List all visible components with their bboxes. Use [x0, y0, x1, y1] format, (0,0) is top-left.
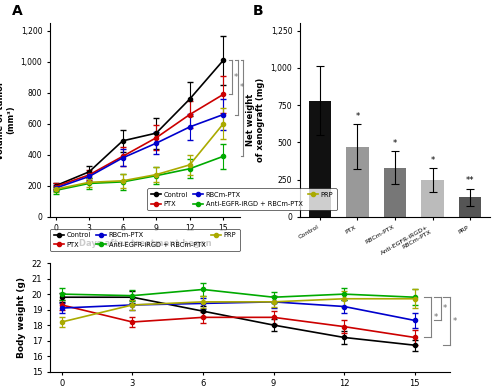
Legend: Control, PTX, RBCm-PTX, Anti-EGFR-iRGD + RBCm-PTX, PRP: Control, PTX, RBCm-PTX, Anti-EGFR-iRGD +…	[148, 188, 336, 211]
Bar	[459, 197, 481, 217]
Text: *: *	[240, 83, 244, 92]
Text: *: *	[393, 139, 397, 147]
Bar	[346, 147, 368, 217]
Legend: Control, PTX, RBCm-PTX, Anti-EGFR-iRGD + RBCm-PTX, PRP: Control, PTX, RBCm-PTX, Anti-EGFR-iRGD +…	[50, 229, 240, 251]
Text: *: *	[434, 313, 438, 322]
Text: *: *	[443, 304, 447, 313]
X-axis label: Days after treatment began: Days after treatment began	[78, 239, 212, 248]
Text: B: B	[252, 5, 263, 19]
Text: *: *	[245, 104, 250, 113]
Y-axis label: Volume of tumor
(mm³): Volume of tumor (mm³)	[0, 80, 15, 159]
Text: A: A	[12, 5, 23, 19]
Y-axis label: Net weight
of xenograft (mg): Net weight of xenograft (mg)	[246, 78, 265, 162]
Bar	[422, 180, 444, 217]
Text: *: *	[234, 73, 238, 82]
Bar	[308, 101, 331, 217]
Y-axis label: Body weight (g): Body weight (g)	[17, 277, 26, 358]
Text: *: *	[430, 156, 434, 164]
Text: **: **	[466, 176, 474, 185]
Bar	[384, 168, 406, 217]
Text: *: *	[452, 317, 456, 326]
Text: *: *	[356, 112, 360, 121]
